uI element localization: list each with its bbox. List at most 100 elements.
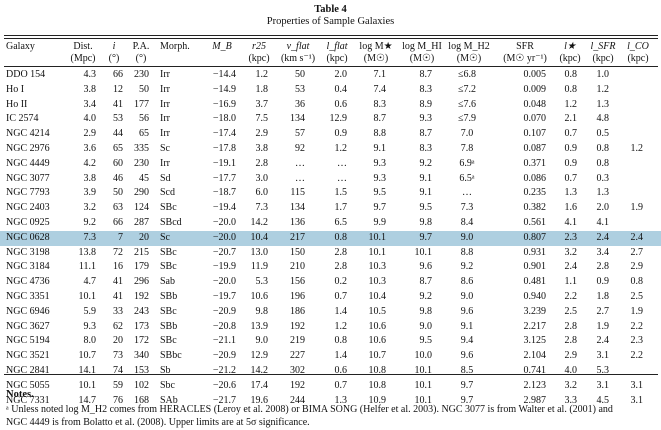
cell-vflat: … [295, 172, 305, 184]
top-rule-double [4, 38, 658, 39]
cell-morph: Irr [160, 113, 170, 125]
header-lco: l_CO [627, 41, 649, 52]
cell-logmh2: 9.7 [460, 379, 474, 391]
cell-logmstar: 9.3 [373, 157, 387, 169]
cell-dist: 3.4 [83, 98, 97, 110]
cell-pa: 179 [134, 261, 149, 273]
cell-logmhi: 9.8 [419, 305, 433, 317]
cell-logmhi: 8.3 [419, 83, 433, 95]
cell-logmstar: 10.1 [368, 231, 387, 243]
cell-lco: 3.1 [630, 394, 644, 406]
cell-logmh2: ≤7.6 [458, 98, 476, 110]
cell-lsfr: 2.8 [596, 261, 610, 273]
cell-lco: 2.7 [630, 246, 644, 258]
cell-lsfr: 1.0 [596, 69, 610, 80]
cell-logmh2: 9.1 [460, 320, 474, 332]
table-row: Ho II 3.4 41 177 Irr −16.9 3.7 36 0.6 8.3 8.9 ≤7.6 0… [0, 98, 661, 113]
table-row: NGC 2403 3.2 63 124 SBc −19.4 7.3 134 1.7 9.7 9.5 7… [0, 201, 661, 216]
cell-logmstar: 10.8 [368, 379, 387, 391]
cell-logmhi: 9.5 [419, 335, 433, 347]
cell-r25: 3.0 [255, 172, 269, 184]
cell-pa: 45 [139, 172, 149, 184]
cell-incl: 16 [113, 261, 123, 273]
header-vflat-unit: (km s⁻¹) [280, 53, 316, 64]
cell-sfr: 0.741 [523, 364, 547, 376]
cell-lstar: 3.2 [564, 246, 578, 258]
cell-logmhi: 10.1 [414, 394, 433, 406]
cell-logmhi: 9.7 [419, 231, 433, 243]
cell-dist: 11.1 [78, 261, 96, 273]
header-lsfr: l_SFR [590, 41, 616, 52]
table-row-highlighted: NGC 0628 7.3 7 20 Sc −20.0 10.4 217 0.8 10.1 9.7 9.… [0, 230, 661, 246]
cell-lsfr: 0.3 [596, 172, 610, 184]
cell-logmstar: 9.1 [373, 142, 387, 154]
cell-dist: 3.8 [83, 83, 97, 95]
cell-logmh2: 9.7 [460, 394, 474, 406]
cell-lsfr: 1.3 [596, 187, 610, 199]
cell-lflat: 0.7 [334, 290, 348, 302]
cell-vflat: 92 [295, 142, 305, 154]
cell-mb: −21.2 [212, 364, 236, 376]
table-row: NGC 7793 3.9 50 290 Scd −18.7 6.0 115 1.5 9.5 9.1 …… [0, 186, 661, 201]
table-header: Galaxy Dist. (Mpc) i (°) P.A. (°) Morph.… [0, 40, 661, 66]
header-logmh2: log M_H2 [448, 41, 490, 52]
cell-incl: 7 [118, 231, 123, 243]
cell-sfr: 0.931 [523, 246, 547, 258]
cell-mb: −20.9 [212, 350, 236, 362]
table-row: NGC 3521 10.7 73 340 SBbc −20.9 12.9 227 1.4 10.7… [0, 349, 661, 364]
cell-logmh2: 9.2 [460, 261, 474, 273]
cell-logmhi: 9.8 [419, 216, 433, 228]
cell-logmh2: 8.5 [460, 364, 474, 376]
cell-lflat: 0.2 [334, 276, 348, 288]
cell-pa: 65 [139, 128, 149, 140]
cell-lsfr: 1.3 [596, 98, 610, 110]
cell-r25: 19.6 [250, 394, 269, 406]
note-line-1: ᵃ Unless noted log M_H2 comes from HERAC… [6, 404, 613, 415]
cell-logmstar: 10.6 [368, 335, 387, 347]
cell-incl: 59 [113, 379, 123, 391]
cell-pa: 102 [134, 379, 149, 391]
cell-mb: −20.0 [212, 231, 236, 243]
cell-lflat: 1.3 [334, 394, 348, 406]
cell-lco: 2.3 [630, 335, 644, 347]
cell-pa: 335 [134, 142, 149, 154]
cell-incl: 60 [113, 157, 123, 169]
cell-lstar: 4.0 [564, 364, 578, 376]
cell-dist: 4.0 [83, 113, 97, 125]
cell-lflat: 0.6 [334, 364, 348, 376]
table-body: DDO 154 4.3 66 230 Irr −14.4 1.2 50 2.0 7.1 8.7 ≤6.… [0, 68, 661, 408]
cell-logmhi: 10.1 [414, 246, 433, 258]
cell-incl: 62 [113, 320, 123, 332]
cell-lstar: 1.3 [564, 187, 578, 199]
cell-lstar: 2.4 [564, 261, 578, 273]
table-row: NGC 4449 4.2 60 230 Irr −19.1 2.8 … … 9.3 9.2 6.9ᵃ 0… [0, 157, 661, 172]
cell-sfr: 0.107 [523, 128, 547, 140]
cell-galaxy: NGC 0628 [6, 231, 50, 243]
cell-lstar: 1.6 [564, 202, 578, 214]
cell-vflat: 192 [290, 320, 305, 332]
cell-logmh2: 6.5ᵃ [459, 172, 475, 184]
cell-incl: 12 [113, 83, 123, 95]
cell-sfr: 2.217 [523, 320, 547, 332]
cell-vflat: 134 [290, 113, 305, 125]
cell-logmh2: 7.3 [460, 202, 474, 214]
cell-vflat: 134 [290, 202, 305, 214]
header-r25: r25 [252, 41, 266, 52]
cell-galaxy: NGC 2976 [6, 142, 50, 154]
cell-sfr: 0.940 [523, 290, 547, 302]
cell-lstar: 0.7 [564, 172, 578, 184]
cell-r25: 3.7 [255, 98, 269, 110]
cell-pa: 287 [134, 216, 149, 228]
header-lflat: l_flat [326, 41, 348, 52]
cell-morph: SBc [160, 305, 177, 317]
cell-morph: SBb [160, 320, 178, 332]
cell-lsfr: 0.8 [596, 157, 610, 169]
cell-morph: Sab [160, 276, 175, 288]
cell-morph: SBc [160, 261, 177, 273]
cell-logmstar: 7.1 [373, 69, 387, 80]
cell-pa: 172 [134, 335, 149, 347]
table-row: NGC 3077 3.8 46 45 Sd −17.7 3.0 … … 9.3 9.1 6.5ᵃ 0.0… [0, 172, 661, 187]
cell-galaxy: NGC 2403 [6, 202, 50, 214]
header-lco-unit: (kpc) [627, 53, 649, 64]
cell-lflat: 0.8 [334, 335, 348, 347]
